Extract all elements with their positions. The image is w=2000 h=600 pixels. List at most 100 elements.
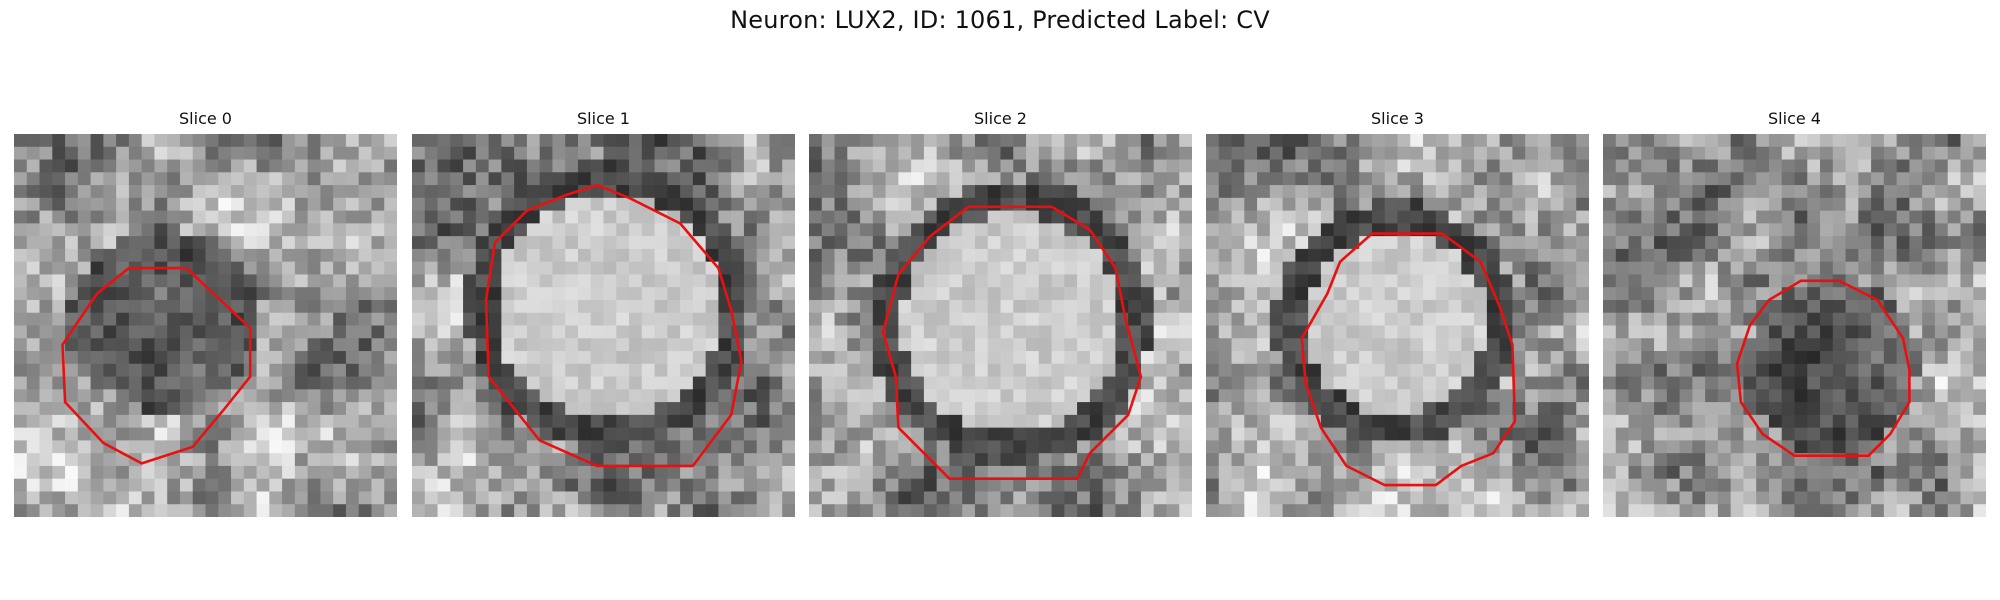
pixel — [103, 248, 117, 263]
pixel — [872, 210, 887, 224]
pixel — [26, 312, 41, 327]
pixel — [384, 363, 397, 378]
pixel — [412, 402, 426, 416]
pixel — [987, 363, 1002, 378]
pixel — [514, 159, 528, 173]
pixel — [384, 287, 397, 301]
pixel — [1371, 274, 1386, 288]
pixel — [231, 248, 245, 263]
pixel — [14, 465, 28, 480]
pixel — [39, 351, 53, 365]
pixel — [1845, 389, 1859, 403]
pixel — [769, 299, 783, 314]
pixel — [1089, 197, 1104, 212]
pixel — [1832, 248, 1847, 263]
pixel — [987, 159, 1002, 173]
pixel — [1128, 210, 1142, 224]
pixel — [923, 440, 938, 454]
pixel — [809, 210, 823, 224]
pixel — [1128, 312, 1142, 327]
pixel — [269, 491, 283, 505]
pixel — [1423, 274, 1437, 288]
pixel — [154, 427, 168, 441]
pixel — [1333, 478, 1348, 493]
pixel — [77, 465, 92, 480]
pixel — [307, 389, 321, 403]
pixel — [1666, 197, 1681, 212]
pixel — [1858, 146, 1872, 161]
pixel — [1858, 504, 1872, 517]
pixel — [1845, 440, 1859, 454]
pixel — [577, 197, 592, 212]
pixel — [949, 261, 963, 276]
pixel — [1858, 389, 1872, 403]
pixel — [1333, 210, 1348, 224]
pixel — [167, 185, 181, 199]
pixel — [154, 210, 168, 224]
pixel — [1717, 223, 1732, 237]
pixel — [680, 376, 694, 390]
pixel — [1820, 172, 1834, 186]
pixel — [692, 185, 707, 199]
pixel — [1000, 402, 1014, 416]
pixel — [860, 299, 874, 314]
pixel — [1947, 172, 1962, 186]
pixel — [307, 376, 321, 390]
pixel — [1807, 504, 1821, 517]
pixel — [1077, 478, 1091, 493]
pixel — [1486, 414, 1501, 429]
pixel — [731, 478, 745, 493]
pixel — [358, 287, 373, 301]
pixel — [412, 236, 426, 250]
pixel — [1102, 414, 1116, 429]
pixel — [1448, 478, 1462, 493]
pixel — [1282, 223, 1296, 237]
pixel — [1871, 414, 1885, 429]
pixel — [834, 491, 848, 505]
pixel — [860, 146, 874, 161]
pixel — [358, 172, 373, 186]
pixel — [885, 185, 899, 199]
pixel — [860, 414, 874, 429]
pixel — [1807, 402, 1821, 416]
pixel — [1474, 146, 1488, 161]
pixel — [1781, 478, 1796, 493]
pixel — [1807, 363, 1821, 378]
pixel — [834, 351, 848, 365]
pixel — [205, 402, 219, 416]
pixel — [1947, 478, 1962, 493]
pixel — [1615, 363, 1630, 378]
pixel — [1512, 440, 1526, 454]
pixel — [821, 427, 836, 441]
pixel — [667, 491, 681, 505]
pixel — [1064, 299, 1078, 314]
pixel — [1423, 312, 1437, 327]
pixel — [987, 197, 1002, 212]
pixel — [1896, 376, 1910, 390]
pixel — [1282, 325, 1296, 339]
pixel — [1654, 402, 1668, 416]
pixel — [358, 274, 373, 288]
pixel — [1858, 261, 1872, 276]
pixel — [1038, 363, 1053, 378]
pixel — [603, 210, 617, 224]
pixel — [90, 440, 104, 454]
pixel — [52, 427, 66, 441]
pixel — [1166, 478, 1180, 493]
pixel — [731, 453, 745, 467]
pixel — [1295, 427, 1309, 441]
pixel — [1128, 197, 1142, 212]
pixel — [667, 159, 681, 173]
pixel — [1641, 338, 1655, 352]
pixel — [1550, 274, 1565, 288]
pixel — [603, 134, 617, 148]
pixel — [1896, 210, 1910, 224]
pixel — [1308, 453, 1322, 467]
pixel — [1051, 325, 1065, 339]
pixel — [1128, 261, 1142, 276]
pixel — [936, 274, 951, 288]
pixel — [1448, 146, 1462, 161]
pixel — [1218, 197, 1233, 212]
pixel — [756, 351, 771, 365]
pixel — [860, 261, 874, 276]
